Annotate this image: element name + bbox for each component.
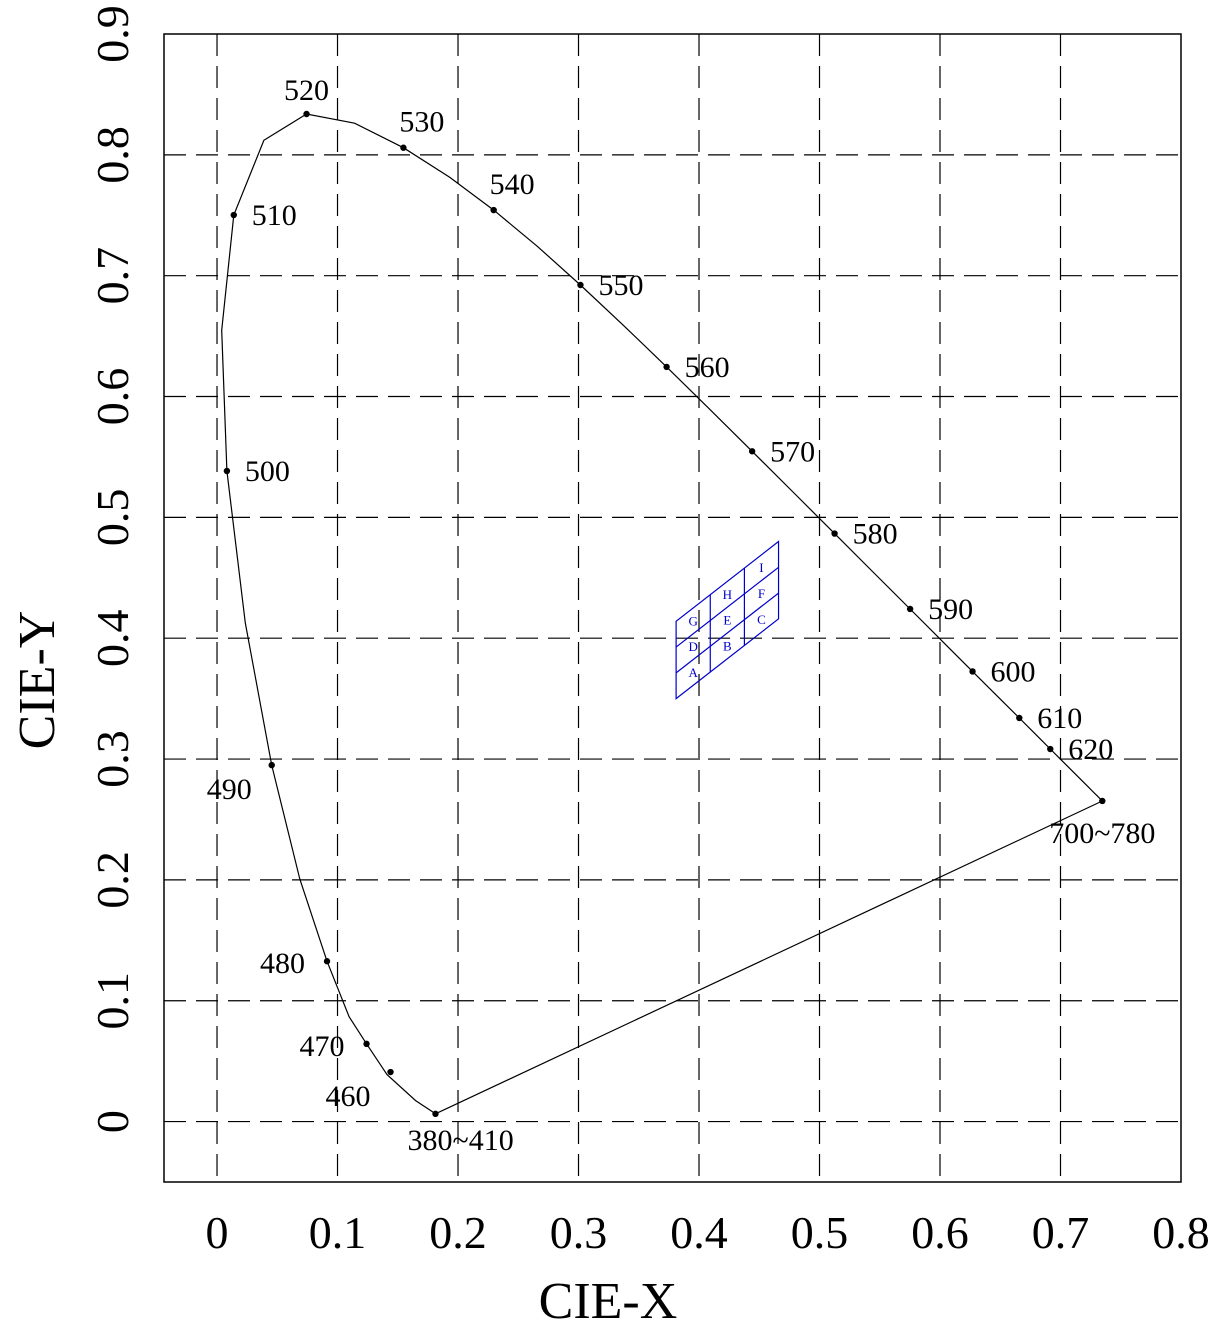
x-tick-label: 0.6 — [911, 1207, 969, 1258]
bin-label: H — [723, 587, 732, 602]
x-tick-label: 0 — [206, 1207, 229, 1258]
wavelength-label: 580 — [853, 518, 898, 551]
spectral-locus-line — [221, 113, 1104, 1115]
wavelength-point — [223, 467, 231, 475]
wavelength-point — [748, 448, 756, 455]
wavelength-point — [831, 530, 838, 537]
wavelength-markers: 380~410 460 470 480 490 500 510 520 530 540 550 560… — [207, 74, 1156, 1157]
wavelength-point — [363, 1040, 370, 1048]
wavelength-point — [906, 605, 914, 613]
bin-label: G — [688, 613, 697, 628]
x-axis-title: CIE-X — [539, 1273, 678, 1330]
wavelength-point — [303, 110, 310, 118]
bin-divider — [675, 592, 779, 674]
y-tick-label: 0.3 — [87, 730, 138, 788]
bin-divider — [675, 566, 779, 648]
wavelength-point — [663, 363, 670, 371]
wavelength-label: 480 — [260, 947, 305, 980]
x-tick-label: 0.4 — [670, 1207, 728, 1258]
wavelength-label: 620 — [1068, 733, 1113, 766]
y-tick-label: 0.8 — [87, 126, 138, 184]
wavelength-point — [969, 668, 976, 675]
y-tick-label: 0.6 — [87, 368, 138, 426]
wavelength-label: 470 — [300, 1030, 345, 1063]
wavelength-point — [1099, 797, 1106, 805]
wavelength-label: 520 — [284, 74, 329, 107]
wavelength-point — [400, 144, 407, 151]
bin-label: B — [723, 638, 732, 653]
wavelength-point — [1016, 714, 1023, 722]
wavelength-point — [387, 1068, 394, 1076]
wavelength-label: 460 — [326, 1080, 371, 1113]
wavelength-point — [323, 958, 331, 965]
wavelength-label: 570 — [770, 435, 815, 468]
y-tick-label: 0.2 — [87, 851, 138, 909]
y-tick-label: 0.7 — [87, 247, 138, 305]
wavelength-label: 510 — [252, 199, 297, 232]
plot-frame — [163, 33, 1182, 1183]
bin-label: F — [758, 586, 765, 601]
grid-lines — [164, 34, 1181, 1182]
y-tick-label: 0 — [87, 1110, 138, 1133]
wavelength-point — [230, 211, 237, 219]
y-tick-label: 0.1 — [87, 972, 138, 1030]
y-tick-label: 0.5 — [87, 489, 138, 547]
spectral-locus — [221, 113, 1104, 1115]
x-tick-label: 0.5 — [791, 1207, 849, 1258]
wavelength-label: 560 — [685, 351, 730, 384]
wavelength-label: 590 — [928, 593, 973, 626]
wavelength-label: 550 — [598, 269, 643, 302]
y-tick-label: 0.9 — [87, 5, 138, 63]
wavelength-label: 490 — [207, 773, 252, 806]
wavelength-label: 530 — [399, 106, 444, 139]
wavelength-point — [268, 761, 275, 769]
wavelength-label: 540 — [490, 168, 535, 201]
bin-label: A — [688, 665, 698, 680]
bin-label: I — [759, 560, 763, 575]
bin-label: D — [688, 639, 697, 654]
bin-label: C — [757, 612, 766, 627]
wavelength-point — [577, 281, 584, 289]
wavelength-label: 380~410 — [407, 1124, 513, 1157]
wavelength-label: 610 — [1037, 702, 1082, 735]
x-tick-label: 0.2 — [429, 1207, 487, 1258]
x-tick-label: 0.8 — [1152, 1207, 1210, 1258]
wavelength-point — [1047, 745, 1054, 753]
wavelength-label: 700~780 — [1049, 817, 1155, 850]
x-tick-label: 0.3 — [550, 1207, 608, 1258]
y-tick-label: 0.4 — [87, 609, 138, 667]
wavelength-label: 500 — [245, 455, 290, 488]
x-tick-label: 0.1 — [309, 1207, 367, 1258]
tick-labels: 0 0.1 0.2 0.3 0.4 0.5 0.6 0.7 0.8 0 0.1 0.2 0.3 0.4 0.… — [87, 5, 1210, 1258]
wavelength-point — [490, 206, 497, 214]
y-axis-title: CIE-Y — [9, 611, 66, 750]
chromaticity-bins: A B C D E F G H I — [675, 540, 780, 700]
bin-label: E — [723, 613, 731, 628]
x-tick-label: 0.7 — [1032, 1207, 1090, 1258]
wavelength-label: 600 — [991, 655, 1036, 688]
wavelength-point — [432, 1110, 439, 1118]
